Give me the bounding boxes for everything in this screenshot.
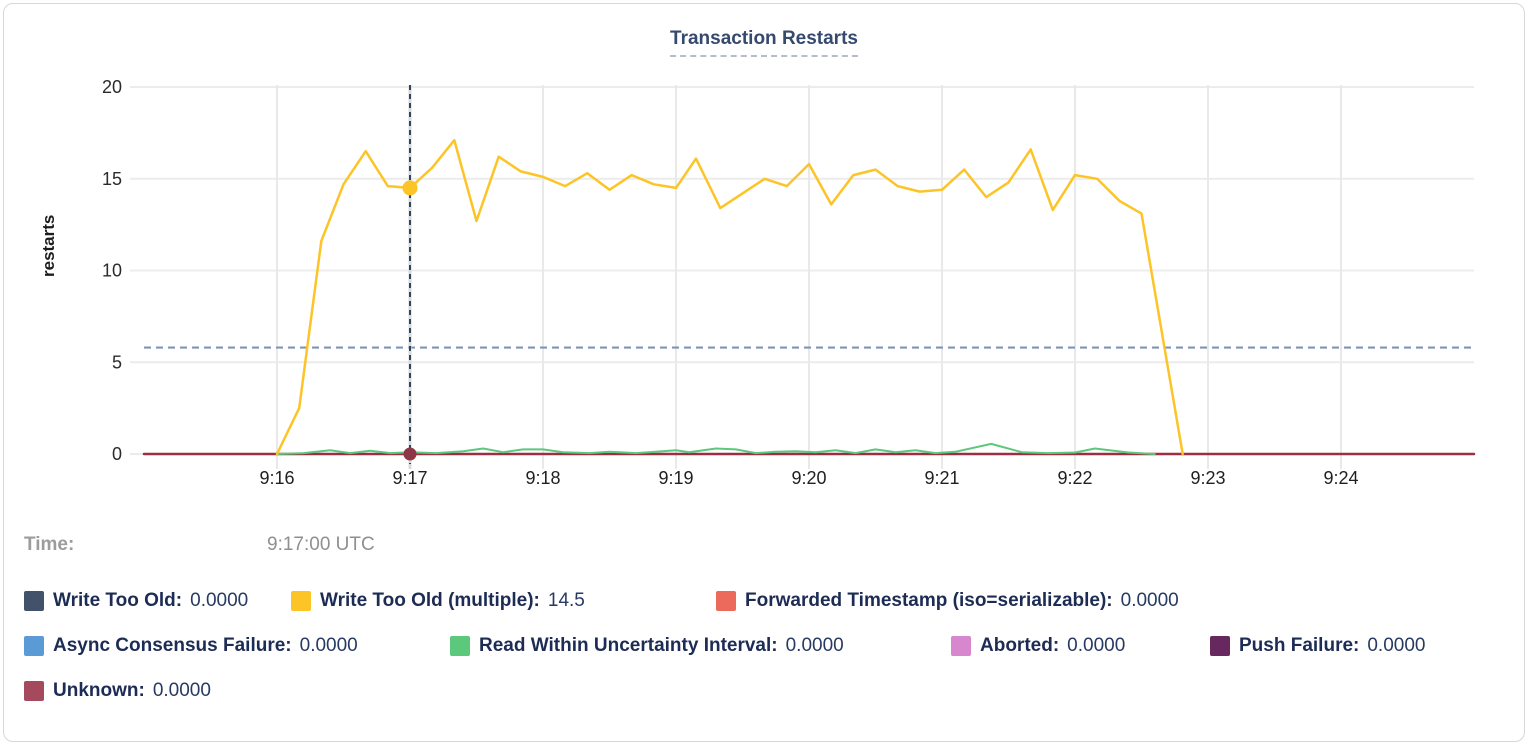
legend-label: Write Too Old (multiple):	[320, 590, 540, 611]
legend-value: 0.0000	[1067, 635, 1126, 656]
x-tick-label: 9:16	[259, 468, 294, 488]
legend-item: Aborted: 0.0000	[951, 635, 1125, 657]
legend-value: 0.0000	[1120, 590, 1179, 611]
legend-item: Async Consensus Failure: 0.0000	[24, 635, 358, 657]
x-tick-label: 9:17	[392, 468, 427, 488]
legend-item: Write Too Old (multiple): 14.5	[291, 590, 585, 612]
hover-marker-unknown	[403, 447, 417, 461]
y-axis-label: restarts	[39, 214, 58, 277]
legend-swatch-icon	[716, 591, 736, 611]
x-tick-label: 9:21	[924, 468, 959, 488]
x-tick-label: 9:19	[658, 468, 693, 488]
legend-row: Async Consensus Failure: 0.0000 Read Withi…	[4, 635, 1524, 661]
x-tick-label: 9:23	[1190, 468, 1225, 488]
hover-marker-write-too-old-multiple-	[402, 180, 418, 196]
y-tick-label: 10	[102, 261, 122, 281]
legend-value: 0.0000	[1367, 635, 1426, 656]
legend-label: Unknown:	[53, 680, 145, 701]
legend-label: Aborted:	[980, 635, 1060, 656]
legend-item: Forwarded Timestamp (iso=serializable): 0…	[716, 590, 1179, 612]
legend-item: Unknown: 0.0000	[24, 680, 211, 702]
chart-title[interactable]: Transaction Restarts	[670, 28, 858, 57]
x-tick-label: 9:24	[1323, 468, 1358, 488]
legend-value: 0.0000	[785, 635, 844, 656]
legend-label: Read Within Uncertainty Interval:	[479, 635, 778, 656]
legend-swatch-icon	[291, 591, 311, 611]
x-tick-label: 9:18	[525, 468, 560, 488]
y-tick-label: 0	[112, 444, 122, 464]
legend-swatch-icon	[24, 636, 44, 656]
legend-item: Read Within Uncertainty Interval: 0.0000	[450, 635, 844, 657]
x-tick-label: 9:22	[1057, 468, 1092, 488]
x-tick-label: 9:20	[791, 468, 826, 488]
legend-label: Forwarded Timestamp (iso=serializable):	[745, 590, 1113, 611]
legend-row: Write Too Old: 0.0000 Write Too Old (multi…	[4, 590, 1524, 616]
legend-item: Push Failure: 0.0000	[1210, 635, 1425, 657]
legend-swatch-icon	[1210, 636, 1230, 656]
y-tick-label: 15	[102, 169, 122, 189]
legend-value: 0.0000	[190, 590, 249, 611]
legend-value: 14.5	[547, 590, 585, 611]
series-line-read-within-uncertainty-interval	[276, 442, 1156, 455]
chart-title-wrap: Transaction Restarts	[4, 28, 1524, 57]
legend-value: 0.0000	[299, 635, 358, 656]
legend-swatch-icon	[450, 636, 470, 656]
legend-label: Push Failure:	[1239, 635, 1360, 656]
legend-swatch-icon	[951, 636, 971, 656]
y-tick-label: 5	[112, 352, 122, 372]
series-line-write-too-old-multiple-	[275, 138, 1184, 456]
hover-time-value: 9:17:00 UTC	[267, 534, 375, 555]
legend-value: 0.0000	[152, 680, 211, 701]
legend-row: Unknown: 0.0000	[4, 680, 1524, 706]
chart-card: Transaction Restarts 0 5 10 15 20 9:16 9:17 9:1…	[3, 3, 1525, 742]
legend-item: Write Too Old: 0.0000	[24, 590, 248, 612]
chart-canvas[interactable]: 0 5 10 15 20 9:16 9:17 9:18 9:19 9:20 9:21 9:22 9:23…	[4, 62, 1524, 494]
legend-label: Write Too Old:	[53, 590, 183, 611]
legend-label: Async Consensus Failure:	[53, 635, 292, 656]
legend-swatch-icon	[24, 681, 44, 701]
hover-time-label: Time:	[24, 534, 75, 555]
legend-swatch-icon	[24, 591, 44, 611]
hover-time-row: Time: 9:17:00 UTC	[4, 534, 1524, 560]
y-tick-label: 20	[102, 77, 122, 97]
